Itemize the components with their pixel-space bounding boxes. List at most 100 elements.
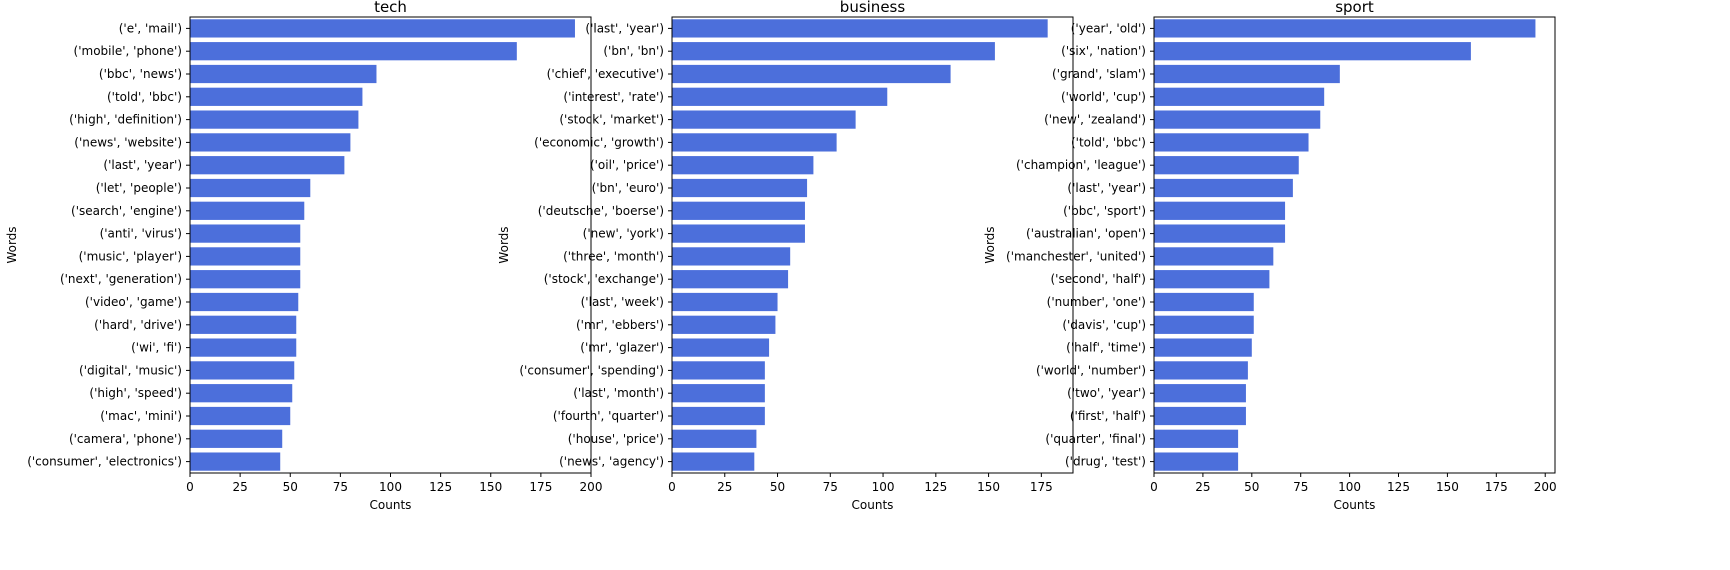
bar bbox=[190, 64, 377, 84]
y-tick-label: ('quarter', 'final') bbox=[1045, 432, 1146, 446]
chart-title: tech bbox=[374, 0, 407, 16]
y-tick-label: ('video', 'game') bbox=[85, 295, 182, 309]
bar bbox=[1154, 247, 1274, 266]
axes-frame bbox=[1153, 16, 1556, 474]
y-tick-label: ('grand', 'slam') bbox=[1052, 67, 1146, 81]
x-tick-label: 125 bbox=[429, 480, 452, 494]
y-tick-label: ('mr', 'ebbers') bbox=[576, 318, 664, 332]
bar bbox=[672, 429, 757, 448]
y-tick-label: ('oil', 'price') bbox=[590, 158, 664, 172]
x-tick-label: 200 bbox=[580, 480, 603, 494]
y-tick-label: ('stock', 'market') bbox=[559, 113, 664, 127]
bar bbox=[190, 429, 283, 448]
bar bbox=[190, 133, 351, 152]
panel-sport: ('year', 'old') ('six', 'nation') ('grand'… bbox=[983, 0, 1557, 512]
y-tick-label: ('first', 'half') bbox=[1070, 409, 1146, 423]
y-tick-label: ('stock', 'exchange') bbox=[544, 272, 664, 286]
y-tick-label: ('manchester', 'united') bbox=[1006, 249, 1146, 263]
y-tick-label: ('fourth', 'quarter') bbox=[553, 409, 664, 423]
bar bbox=[672, 270, 789, 289]
panel-tech: ('e', 'mail') ('mobile', 'phone') ('bbc', … bbox=[5, 0, 602, 512]
x-tick-label: 175 bbox=[1485, 480, 1508, 494]
bar bbox=[672, 19, 1048, 38]
y-tick-label: ('anti', 'virus') bbox=[100, 227, 182, 241]
x-tick-label: 125 bbox=[1387, 480, 1410, 494]
bar bbox=[1154, 429, 1239, 448]
bar bbox=[1154, 361, 1248, 380]
x-tick-label: 0 bbox=[668, 480, 676, 494]
y-tick-label: ('music', 'player') bbox=[79, 249, 182, 263]
bar bbox=[1154, 201, 1286, 220]
bar bbox=[672, 406, 765, 426]
y-tick-label: ('last', 'year') bbox=[103, 158, 182, 172]
x-tick-label: 175 bbox=[1030, 480, 1053, 494]
y-tick-label: ('world', 'cup') bbox=[1061, 90, 1146, 104]
bar bbox=[1154, 178, 1293, 198]
y-tick-label: ('interest', 'rate') bbox=[563, 90, 664, 104]
bar bbox=[1154, 19, 1536, 38]
x-tick-label: 25 bbox=[232, 480, 247, 494]
y-tick-label: ('australian', 'open') bbox=[1026, 227, 1146, 241]
bar bbox=[672, 64, 951, 84]
y-axis-label: Words bbox=[983, 226, 997, 263]
bar bbox=[190, 338, 297, 357]
y-tick-label: ('chief', 'executive') bbox=[547, 67, 664, 81]
bar bbox=[1154, 156, 1299, 175]
bar bbox=[190, 110, 359, 129]
y-tick-label: ('last', 'year') bbox=[585, 21, 664, 35]
chart-title: sport bbox=[1335, 0, 1374, 16]
axes-frame bbox=[189, 16, 592, 474]
bar bbox=[1154, 270, 1270, 289]
x-tick-label: 50 bbox=[1244, 480, 1259, 494]
x-tick-label: 50 bbox=[770, 480, 785, 494]
bar bbox=[1154, 384, 1246, 403]
y-tick-label: ('bn', 'euro') bbox=[592, 181, 664, 195]
y-tick-label: ('last', 'week') bbox=[581, 295, 664, 309]
bar bbox=[1154, 406, 1246, 426]
x-tick-label: 100 bbox=[872, 480, 895, 494]
bar bbox=[672, 338, 770, 357]
y-tick-label: ('bn', 'bn') bbox=[603, 44, 664, 58]
y-tick-label: ('three', 'month') bbox=[563, 249, 664, 263]
bar bbox=[672, 292, 778, 312]
x-tick-label: 150 bbox=[479, 480, 502, 494]
y-tick-label: ('bbc', 'news') bbox=[99, 67, 182, 81]
bar bbox=[190, 452, 281, 471]
bar bbox=[672, 87, 888, 106]
y-tick-label: ('world', 'number') bbox=[1036, 363, 1146, 377]
x-tick-label: 25 bbox=[1195, 480, 1210, 494]
bar bbox=[190, 406, 291, 426]
x-tick-label: 125 bbox=[924, 480, 947, 494]
y-tick-label: ('mobile', 'phone') bbox=[74, 44, 182, 58]
bar bbox=[190, 247, 301, 266]
bar bbox=[190, 19, 575, 38]
bar bbox=[1154, 110, 1321, 129]
y-tick-label: ('let', 'people') bbox=[96, 181, 182, 195]
bar bbox=[672, 42, 995, 61]
y-tick-label: ('next', 'generation') bbox=[60, 272, 182, 286]
bar bbox=[672, 133, 837, 152]
bar bbox=[672, 452, 755, 471]
x-tick-label: 150 bbox=[977, 480, 1000, 494]
y-tick-label: ('new', 'york') bbox=[583, 227, 664, 241]
bar bbox=[190, 42, 517, 61]
x-tick-label: 50 bbox=[283, 480, 298, 494]
bar bbox=[190, 315, 297, 334]
y-tick-label: ('two', 'year') bbox=[1067, 386, 1146, 400]
y-tick-label: ('mac', 'mini') bbox=[100, 409, 182, 423]
bar bbox=[1154, 452, 1239, 471]
bar bbox=[190, 292, 299, 312]
bar bbox=[190, 87, 363, 106]
bar bbox=[1154, 42, 1471, 61]
bar bbox=[672, 315, 776, 334]
y-tick-label: ('consumer', 'spending') bbox=[519, 363, 664, 377]
bar bbox=[672, 178, 808, 198]
y-tick-label: ('e', 'mail') bbox=[119, 21, 182, 35]
y-tick-label: ('high', 'speed') bbox=[89, 386, 182, 400]
bar bbox=[1154, 87, 1325, 106]
x-tick-label: 175 bbox=[529, 480, 552, 494]
axes-frame bbox=[671, 16, 1074, 474]
y-tick-label: ('year', 'old') bbox=[1071, 21, 1146, 35]
